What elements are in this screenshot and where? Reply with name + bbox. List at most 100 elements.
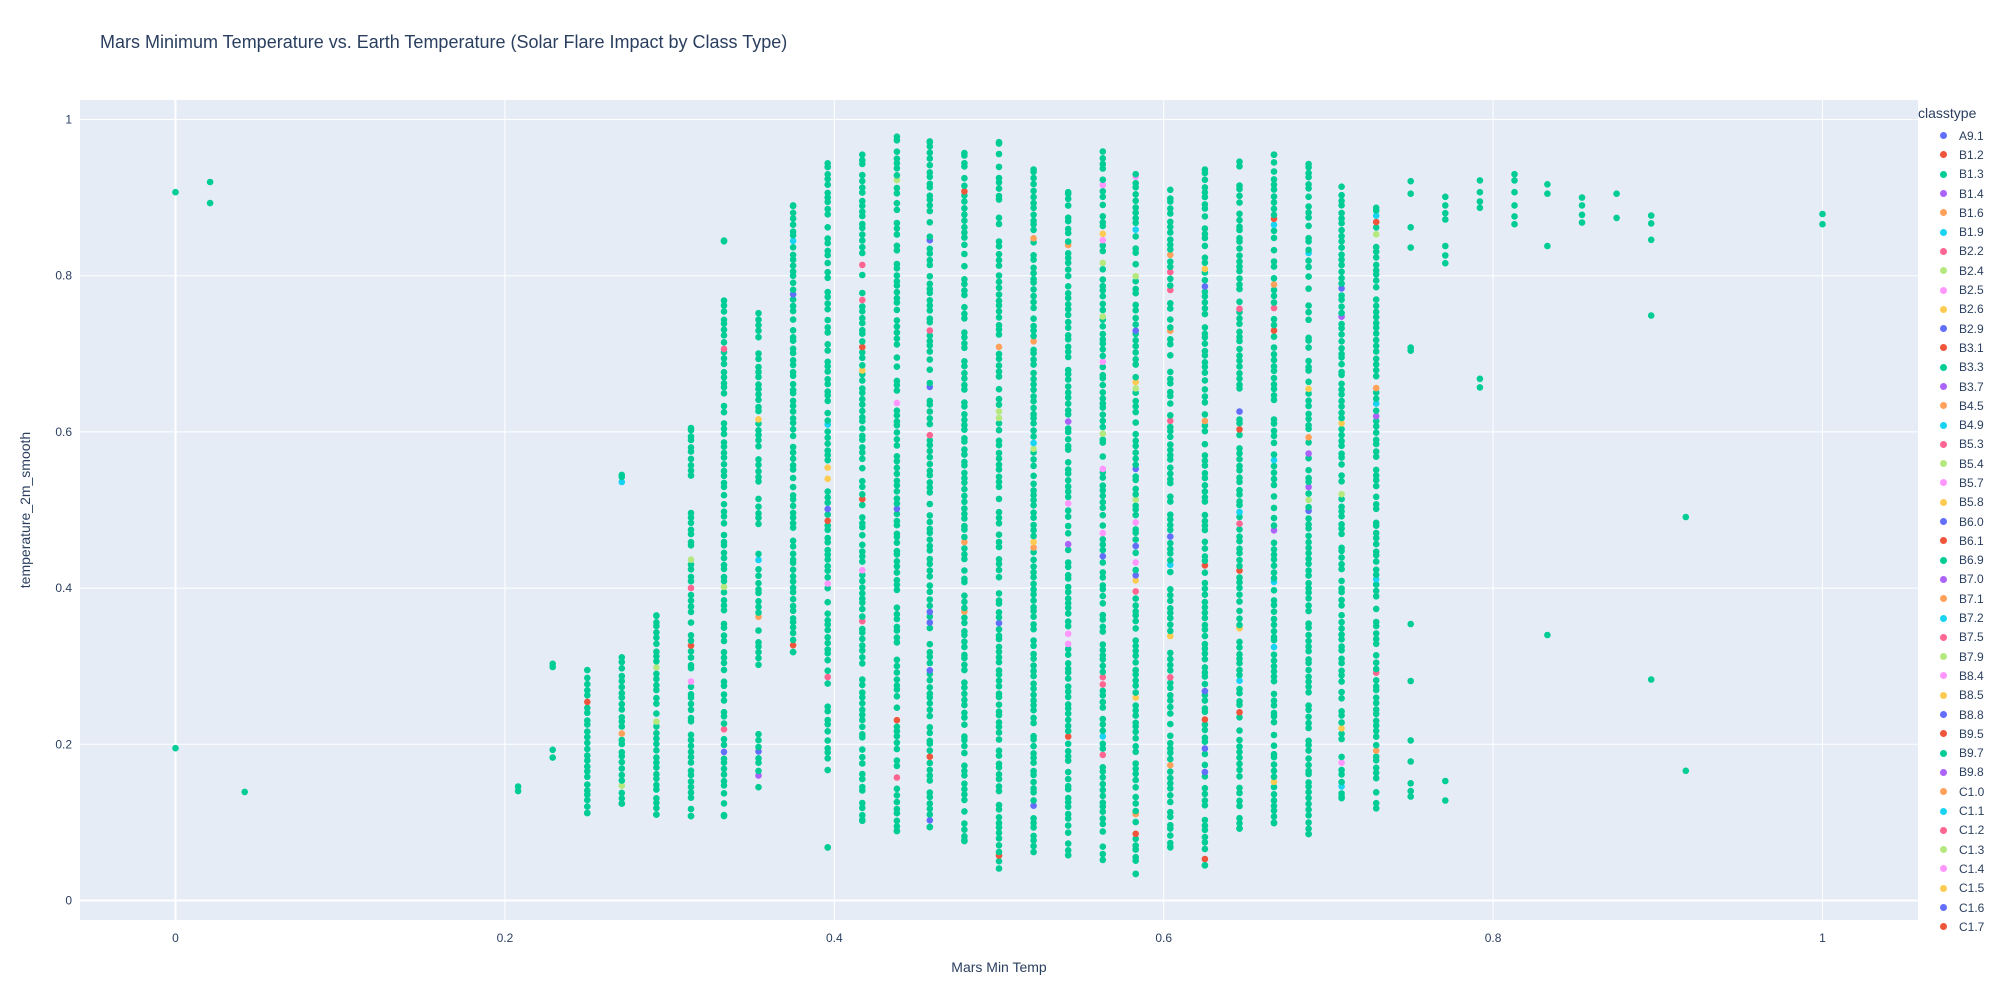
legend-item-B9.5[interactable]: B9.5 — [1918, 724, 1998, 743]
legend-item-B6.0[interactable]: B6.0 — [1918, 512, 1998, 531]
legend-item-C1.0[interactable]: C1.0 — [1918, 782, 1998, 801]
data-point-B1.3 — [1372, 261, 1380, 269]
data-point-B1.3 — [859, 647, 866, 654]
data-point-B1.3 — [1305, 160, 1312, 168]
legend-item-B7.2[interactable]: B7.2 — [1918, 608, 1998, 627]
legend-item-B7.9[interactable]: B7.9 — [1918, 647, 1998, 666]
data-point-C1.6 — [1201, 745, 1209, 752]
data-point-B1.3 — [859, 811, 866, 819]
data-point-B1.3 — [1099, 628, 1107, 635]
data-point-B1.3 — [720, 390, 728, 397]
data-point-A9.1 — [893, 505, 901, 513]
data-point-B1.3 — [1167, 388, 1174, 396]
data-point-B1.3 — [1305, 595, 1312, 602]
data-point-B1.3 — [720, 408, 728, 416]
data-point-B1.3 — [755, 495, 762, 503]
data-point-B1.3 — [824, 388, 831, 395]
data-point-B6.0 — [1201, 283, 1209, 290]
data-point-B1.3 — [1407, 620, 1414, 628]
data-point-B1.3 — [755, 639, 762, 646]
legend-item-B7.5[interactable]: B7.5 — [1918, 628, 1998, 647]
legend-item-B7.0[interactable]: B7.0 — [1918, 570, 1998, 589]
data-point-B1.3 — [1167, 661, 1174, 669]
data-point-C1.1 — [1099, 733, 1107, 740]
data-point-B1.3 — [824, 737, 831, 744]
data-point-B1.3 — [1132, 204, 1139, 211]
legend-item-B3.1[interactable]: B3.1 — [1918, 338, 1998, 357]
legend-item-B8.4[interactable]: B8.4 — [1918, 666, 1998, 685]
legend-item-B2.5[interactable]: B2.5 — [1918, 280, 1998, 299]
legend-item-C1.3[interactable]: C1.3 — [1918, 840, 1998, 859]
data-point-B1.3 — [1030, 603, 1037, 611]
data-point-B1.3 — [859, 395, 866, 403]
data-point-B1.3 — [995, 243, 1003, 250]
legend-item-B2.9[interactable]: B2.9 — [1918, 319, 1998, 338]
legend-item-B1.9[interactable]: B1.9 — [1918, 222, 1998, 241]
data-point-B3.7 — [1270, 527, 1278, 534]
data-point-B1.3 — [1167, 667, 1174, 674]
legend-item-B5.8[interactable]: B5.8 — [1918, 493, 1998, 512]
data-point-B1.3 — [1132, 707, 1139, 714]
legend-item-B7.1[interactable]: B7.1 — [1918, 589, 1998, 608]
legend-marker — [1940, 672, 1947, 680]
legend-item-B4.5[interactable]: B4.5 — [1918, 396, 1998, 415]
legend-item-C1.7[interactable]: C1.7 — [1918, 917, 1998, 936]
legend-item-B8.5[interactable]: B8.5 — [1918, 686, 1998, 705]
legend-item-B5.4[interactable]: B5.4 — [1918, 454, 1998, 473]
legend-item-B1.4[interactable]: B1.4 — [1918, 184, 1998, 203]
legend-item-B1.3[interactable]: B1.3 — [1918, 165, 1998, 184]
data-point-B1.3 — [893, 576, 901, 584]
data-point-B1.3 — [995, 690, 1003, 697]
data-point-B1.3 — [859, 231, 866, 238]
data-point-B3.1 — [1132, 830, 1139, 838]
legend-item-B4.9[interactable]: B4.9 — [1918, 415, 1998, 434]
legend-item-B2.4[interactable]: B2.4 — [1918, 261, 1998, 280]
legend-item-C1.2[interactable]: C1.2 — [1918, 821, 1998, 840]
legend-item-C1.1[interactable]: C1.1 — [1918, 801, 1998, 820]
data-point-B1.3 — [961, 446, 968, 453]
y-tick-label: 0 — [65, 893, 72, 907]
legend-item-B2.2[interactable]: B2.2 — [1918, 242, 1998, 261]
data-point-B1.3 — [1305, 397, 1312, 405]
legend-item-B3.3[interactable]: B3.3 — [1918, 358, 1998, 377]
data-point-B1.3 — [961, 159, 968, 167]
data-point-B1.3 — [1372, 722, 1380, 729]
data-point-B1.3 — [1099, 323, 1107, 330]
data-point-B1.2 — [824, 517, 831, 525]
legend-item-C1.5[interactable]: C1.5 — [1918, 879, 1998, 898]
data-point-B1.3 — [893, 662, 901, 670]
data-point-B1.3 — [755, 783, 762, 791]
data-point-B1.3 — [859, 770, 866, 778]
data-point-B1.3 — [1132, 608, 1139, 615]
legend-item-B9.7[interactable]: B9.7 — [1918, 744, 1998, 763]
data-point-B1.3 — [1201, 462, 1209, 469]
legend-item-B6.1[interactable]: B6.1 — [1918, 531, 1998, 550]
legend-item-B1.6[interactable]: B1.6 — [1918, 203, 1998, 222]
data-point-B1.3 — [1338, 708, 1345, 715]
legend-item-B3.7[interactable]: B3.7 — [1918, 377, 1998, 396]
legend-item-B5.7[interactable]: B5.7 — [1918, 473, 1998, 492]
data-point-B1.3 — [1305, 234, 1312, 242]
data-point-B1.3 — [1305, 812, 1312, 819]
legend-item-C1.6[interactable]: C1.6 — [1918, 898, 1998, 917]
legend-item-B5.3[interactable]: B5.3 — [1918, 435, 1998, 454]
data-point-B1.3 — [1099, 652, 1107, 659]
data-point-B1.3 — [893, 530, 901, 538]
legend-item-B9.8[interactable]: B9.8 — [1918, 763, 1998, 782]
data-point-B1.3 — [1442, 797, 1449, 804]
legend-item-A9.1[interactable]: A9.1 — [1918, 126, 1998, 145]
data-point-B1.3 — [1030, 480, 1037, 488]
data-point-B1.3 — [789, 215, 797, 222]
data-point-B1.3 — [893, 586, 901, 594]
data-point-B1.3 — [1132, 209, 1139, 216]
data-point-B1.3 — [755, 579, 762, 587]
data-point-B1.3 — [824, 205, 831, 213]
data-point-B1.3 — [1167, 400, 1174, 407]
legend-item-B1.2[interactable]: B1.2 — [1918, 145, 1998, 164]
legend-item-B6.9[interactable]: B6.9 — [1918, 551, 1998, 570]
data-point-B1.3 — [824, 428, 831, 435]
data-point-B1.3 — [893, 693, 901, 700]
legend-item-B2.6[interactable]: B2.6 — [1918, 300, 1998, 319]
legend-item-B8.8[interactable]: B8.8 — [1918, 705, 1998, 724]
legend-item-C1.4[interactable]: C1.4 — [1918, 859, 1998, 878]
